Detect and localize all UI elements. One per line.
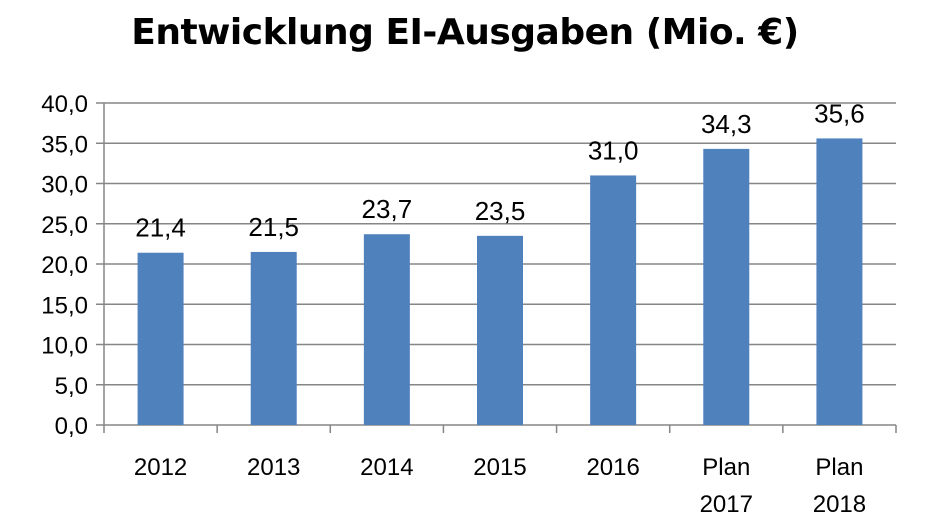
y-tick-label: 15,0 bbox=[41, 292, 88, 319]
bar bbox=[816, 138, 863, 426]
y-tick-label: 10,0 bbox=[41, 333, 88, 360]
x-tick-label: 2017 bbox=[700, 491, 753, 518]
bar bbox=[363, 234, 410, 425]
y-tick-label: 20,0 bbox=[41, 252, 88, 279]
data-label: 35,6 bbox=[814, 98, 865, 128]
data-label: 23,7 bbox=[362, 194, 413, 224]
data-label: 23,5 bbox=[475, 196, 526, 226]
x-tick-label: 2015 bbox=[473, 454, 526, 481]
x-tick-label: Plan bbox=[815, 454, 863, 481]
chart-title: Entwicklung EI-Ausgaben (Mio. €) bbox=[131, 12, 799, 53]
bar bbox=[137, 252, 184, 425]
bar bbox=[477, 235, 523, 425]
y-tick-label: 5,0 bbox=[55, 373, 88, 400]
x-tick-label: 2012 bbox=[134, 454, 187, 481]
data-label: 31,0 bbox=[588, 135, 639, 165]
x-tick-label: 2018 bbox=[813, 491, 866, 518]
bar bbox=[703, 148, 750, 425]
y-tick-label: 30,0 bbox=[41, 172, 88, 199]
x-tick-label: 2013 bbox=[247, 454, 300, 481]
data-label: 21,5 bbox=[248, 212, 299, 242]
y-tick-label: 35,0 bbox=[41, 131, 88, 158]
data-label: 21,4 bbox=[135, 213, 186, 243]
y-tick-label: 0,0 bbox=[55, 413, 88, 440]
x-tick-label: Plan bbox=[702, 454, 750, 481]
bar bbox=[590, 175, 637, 425]
x-tick-label: 2014 bbox=[360, 454, 413, 481]
y-tick-label: 40,0 bbox=[41, 91, 88, 118]
bar bbox=[250, 251, 297, 425]
data-label: 34,3 bbox=[701, 109, 752, 139]
y-tick-label: 25,0 bbox=[41, 212, 88, 239]
x-tick-label: 2016 bbox=[586, 454, 639, 481]
